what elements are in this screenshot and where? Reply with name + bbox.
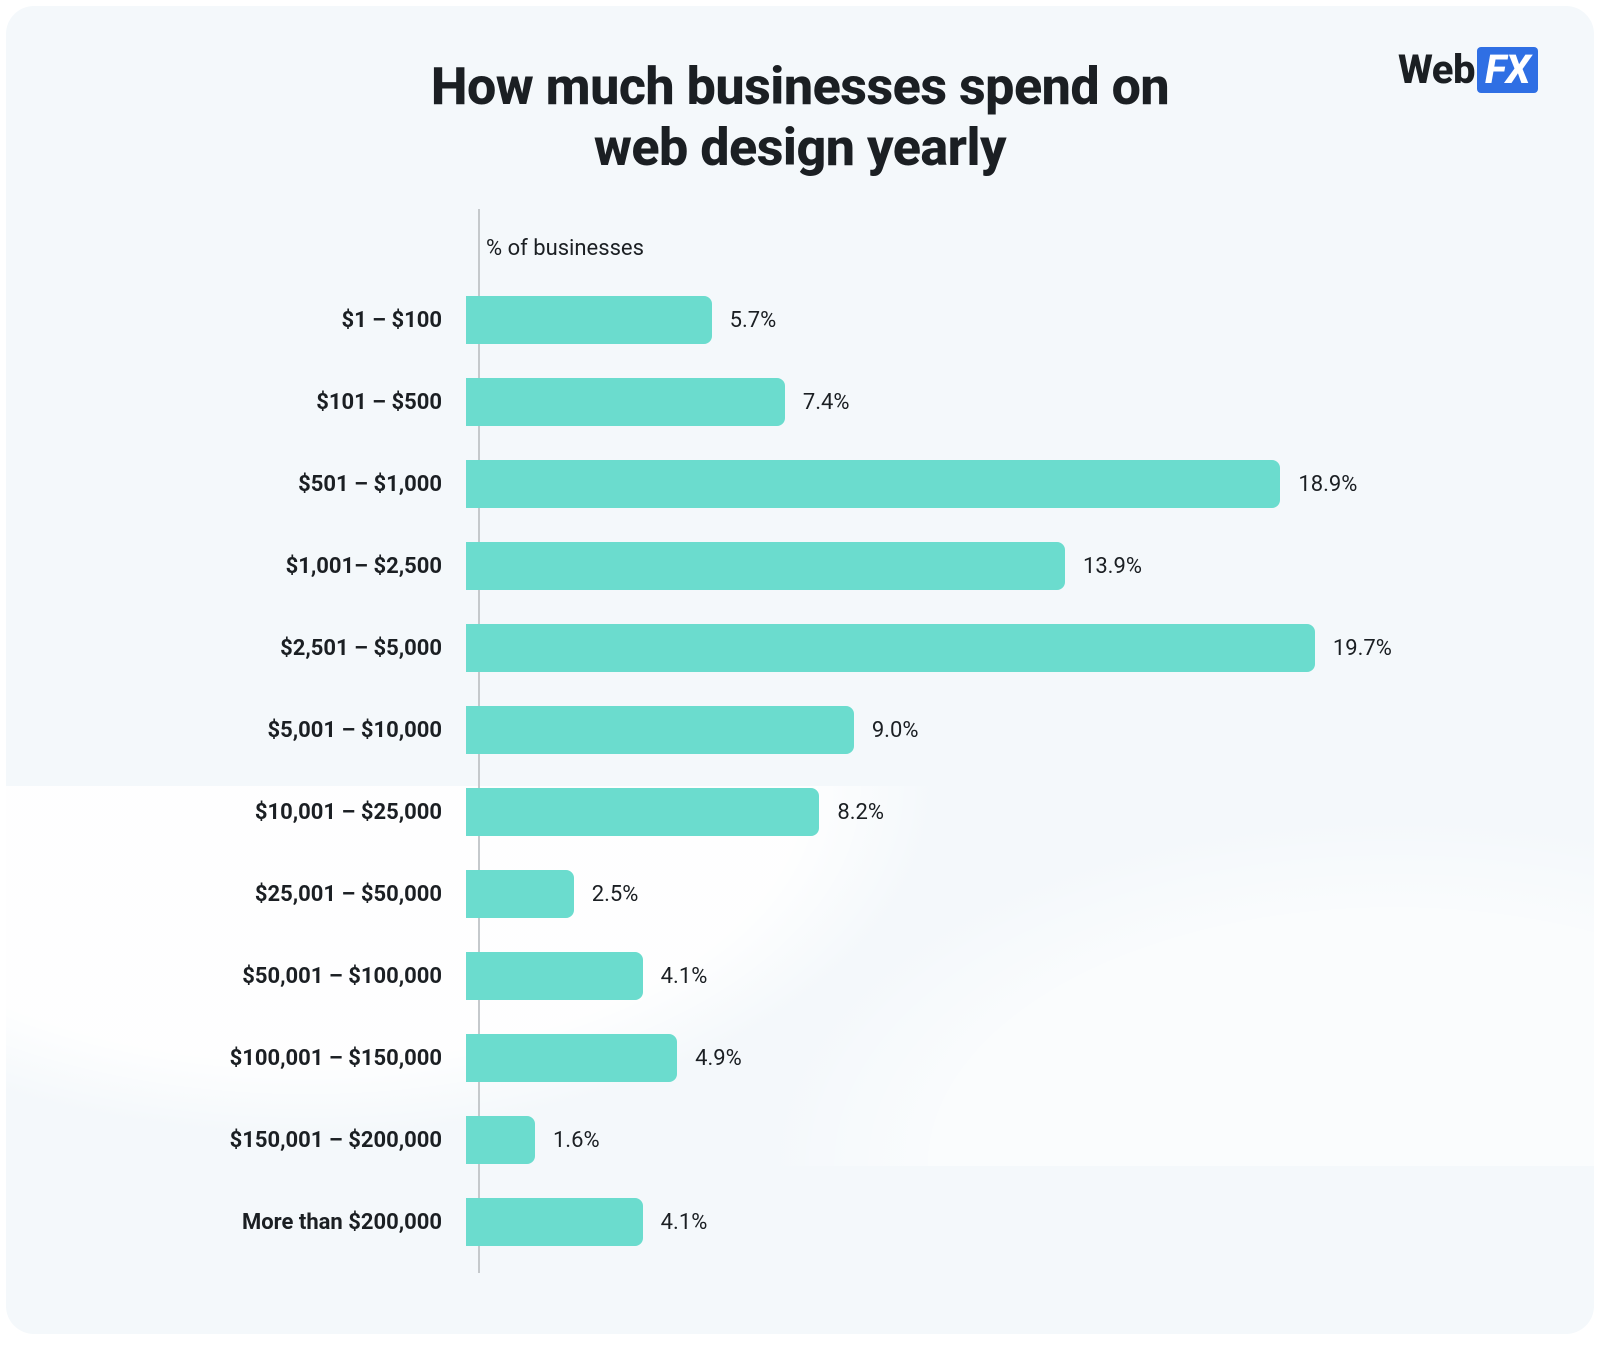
value-label: 13.9% bbox=[1083, 554, 1142, 579]
chart-row: $1 – $100 5.7% bbox=[216, 279, 1414, 361]
value-label: 4.1% bbox=[661, 964, 708, 989]
chart-row: $150,001 – $200,000 1.6% bbox=[216, 1099, 1414, 1181]
chart-row: $50,001 – $100,000 4.1% bbox=[216, 935, 1414, 1017]
category-label: $2,501 – $5,000 bbox=[216, 636, 466, 661]
chart-row: $1,001– $2,500 13.9% bbox=[216, 525, 1414, 607]
bar bbox=[466, 1116, 535, 1164]
value-label: 4.1% bbox=[661, 1210, 708, 1235]
chart-title: How much businesses spend onweb design y… bbox=[6, 56, 1594, 179]
chart-title-line: web design yearly bbox=[6, 117, 1594, 178]
bar bbox=[466, 542, 1065, 590]
bar bbox=[466, 706, 854, 754]
infographic-card: WebFX How much businesses spend onweb de… bbox=[6, 6, 1594, 1334]
chart-row: $100,001 – $150,000 4.9% bbox=[216, 1017, 1414, 1099]
category-label: $5,001 – $10,000 bbox=[216, 718, 466, 743]
category-label: $150,001 – $200,000 bbox=[216, 1128, 466, 1153]
category-label: $100,001 – $150,000 bbox=[216, 1046, 466, 1071]
value-label: 5.7% bbox=[730, 308, 777, 333]
value-label: 2.5% bbox=[592, 882, 639, 907]
bar-wrap: 13.9% bbox=[466, 542, 1414, 590]
bar bbox=[466, 870, 574, 918]
bar bbox=[466, 1198, 643, 1246]
category-label: $50,001 – $100,000 bbox=[216, 964, 466, 989]
chart-row: $2,501 – $5,000 19.7% bbox=[216, 607, 1414, 689]
bar-wrap: 4.1% bbox=[466, 1198, 1414, 1246]
category-label: $1,001– $2,500 bbox=[216, 554, 466, 579]
bar bbox=[466, 952, 643, 1000]
bar bbox=[466, 460, 1280, 508]
chart-row: $10,001 – $25,000 8.2% bbox=[216, 771, 1414, 853]
bar-wrap: 18.9% bbox=[466, 460, 1414, 508]
category-label: $10,001 – $25,000 bbox=[216, 800, 466, 825]
value-label: 4.9% bbox=[695, 1046, 742, 1071]
bar-wrap: 4.9% bbox=[466, 1034, 1414, 1082]
category-label: More than $200,000 bbox=[216, 1210, 466, 1235]
value-label: 18.9% bbox=[1298, 472, 1357, 497]
value-label: 19.7% bbox=[1333, 636, 1392, 661]
chart-title-line: How much businesses spend on bbox=[6, 56, 1594, 117]
chart-row: More than $200,000 4.1% bbox=[216, 1181, 1414, 1263]
bar bbox=[466, 624, 1315, 672]
category-label: $25,001 – $50,000 bbox=[216, 882, 466, 907]
y-axis-label: % of businesses bbox=[486, 236, 1414, 261]
bar-wrap: 19.7% bbox=[466, 624, 1414, 672]
bar bbox=[466, 788, 819, 836]
bar bbox=[466, 296, 712, 344]
chart-row: $25,001 – $50,000 2.5% bbox=[216, 853, 1414, 935]
chart-row: $501 – $1,000 18.9% bbox=[216, 443, 1414, 525]
bar-wrap: 1.6% bbox=[466, 1116, 1414, 1164]
bar-wrap: 5.7% bbox=[466, 296, 1414, 344]
category-label: $101 – $500 bbox=[216, 390, 466, 415]
bar-wrap: 9.0% bbox=[466, 706, 1414, 754]
bar bbox=[466, 1034, 677, 1082]
chart-row: $5,001 – $10,000 9.0% bbox=[216, 689, 1414, 771]
value-label: 7.4% bbox=[803, 390, 850, 415]
bar bbox=[466, 378, 785, 426]
category-label: $1 – $100 bbox=[216, 308, 466, 333]
bar-chart: % of businesses $1 – $100 5.7% $101 – $500… bbox=[216, 236, 1414, 1284]
value-label: 1.6% bbox=[553, 1128, 600, 1153]
bar-wrap: 7.4% bbox=[466, 378, 1414, 426]
value-label: 9.0% bbox=[872, 718, 919, 743]
value-label: 8.2% bbox=[837, 800, 884, 825]
bar-wrap: 4.1% bbox=[466, 952, 1414, 1000]
bar-wrap: 8.2% bbox=[466, 788, 1414, 836]
bar-wrap: 2.5% bbox=[466, 870, 1414, 918]
chart-plot-area: $1 – $100 5.7% $101 – $500 7.4% $501 – $1,00… bbox=[216, 279, 1414, 1263]
chart-row: $101 – $500 7.4% bbox=[216, 361, 1414, 443]
category-label: $501 – $1,000 bbox=[216, 472, 466, 497]
